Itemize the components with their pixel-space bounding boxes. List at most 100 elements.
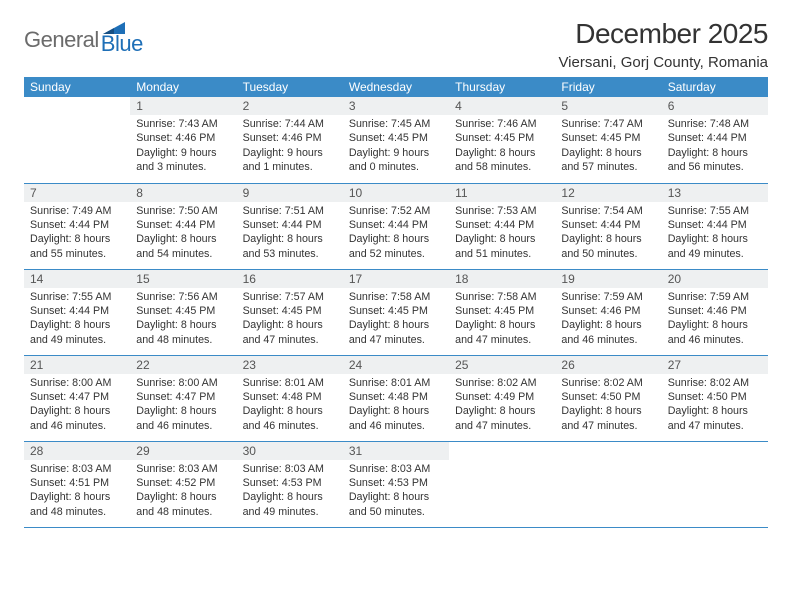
location: Viersani, Gorj County, Romania: [558, 54, 768, 71]
day-number: 16: [237, 270, 343, 288]
daylight-line: Daylight: 8 hours and 47 minutes.: [243, 318, 337, 347]
calendar-day-cell: 28Sunrise: 8:03 AMSunset: 4:51 PMDayligh…: [24, 441, 130, 527]
sunrise-line: Sunrise: 7:46 AM: [455, 117, 549, 131]
day-number: 27: [662, 356, 768, 374]
daylight-line: Daylight: 8 hours and 46 minutes.: [136, 404, 230, 433]
calendar-day-cell: 25Sunrise: 8:02 AMSunset: 4:49 PMDayligh…: [449, 355, 555, 441]
calendar-day-cell: 11Sunrise: 7:53 AMSunset: 4:44 PMDayligh…: [449, 183, 555, 269]
day-details: Sunrise: 7:53 AMSunset: 4:44 PMDaylight:…: [449, 202, 555, 266]
sunset-line: Sunset: 4:45 PM: [136, 304, 230, 318]
day-number: 2: [237, 97, 343, 115]
sunrise-line: Sunrise: 7:45 AM: [349, 117, 443, 131]
sunrise-line: Sunrise: 7:55 AM: [668, 204, 762, 218]
calendar-day-cell: [662, 441, 768, 527]
sunrise-line: Sunrise: 7:53 AM: [455, 204, 549, 218]
day-number: 6: [662, 97, 768, 115]
calendar-day-cell: 7Sunrise: 7:49 AMSunset: 4:44 PMDaylight…: [24, 183, 130, 269]
calendar-day-cell: 16Sunrise: 7:57 AMSunset: 4:45 PMDayligh…: [237, 269, 343, 355]
calendar-day-cell: 12Sunrise: 7:54 AMSunset: 4:44 PMDayligh…: [555, 183, 661, 269]
day-number: 15: [130, 270, 236, 288]
day-details: Sunrise: 7:59 AMSunset: 4:46 PMDaylight:…: [555, 288, 661, 352]
sunrise-line: Sunrise: 8:02 AM: [668, 376, 762, 390]
day-number: 9: [237, 184, 343, 202]
sunset-line: Sunset: 4:44 PM: [455, 218, 549, 232]
calendar-week-row: 28Sunrise: 8:03 AMSunset: 4:51 PMDayligh…: [24, 441, 768, 527]
day-number: 21: [24, 356, 130, 374]
day-details: Sunrise: 8:03 AMSunset: 4:53 PMDaylight:…: [237, 460, 343, 524]
sunset-line: Sunset: 4:46 PM: [668, 304, 762, 318]
day-number: 17: [343, 270, 449, 288]
calendar-head: SundayMondayTuesdayWednesdayThursdayFrid…: [24, 77, 768, 97]
day-details: Sunrise: 8:03 AMSunset: 4:53 PMDaylight:…: [343, 460, 449, 524]
day-details: Sunrise: 8:02 AMSunset: 4:50 PMDaylight:…: [555, 374, 661, 438]
day-details: Sunrise: 7:55 AMSunset: 4:44 PMDaylight:…: [662, 202, 768, 266]
day-number: 30: [237, 442, 343, 460]
day-number: [555, 442, 661, 460]
sunset-line: Sunset: 4:45 PM: [455, 131, 549, 145]
day-details: Sunrise: 7:58 AMSunset: 4:45 PMDaylight:…: [449, 288, 555, 352]
day-number: 11: [449, 184, 555, 202]
daylight-line: Daylight: 8 hours and 56 minutes.: [668, 146, 762, 175]
day-details: Sunrise: 7:56 AMSunset: 4:45 PMDaylight:…: [130, 288, 236, 352]
calendar-day-cell: 21Sunrise: 8:00 AMSunset: 4:47 PMDayligh…: [24, 355, 130, 441]
calendar-day-cell: 2Sunrise: 7:44 AMSunset: 4:46 PMDaylight…: [237, 97, 343, 183]
day-number: 12: [555, 184, 661, 202]
day-details: Sunrise: 7:44 AMSunset: 4:46 PMDaylight:…: [237, 115, 343, 179]
sunset-line: Sunset: 4:44 PM: [30, 218, 124, 232]
calendar-body: 1Sunrise: 7:43 AMSunset: 4:46 PMDaylight…: [24, 97, 768, 527]
calendar-day-cell: 3Sunrise: 7:45 AMSunset: 4:45 PMDaylight…: [343, 97, 449, 183]
daylight-line: Daylight: 8 hours and 48 minutes.: [136, 318, 230, 347]
calendar-day-cell: 17Sunrise: 7:58 AMSunset: 4:45 PMDayligh…: [343, 269, 449, 355]
day-details: Sunrise: 7:43 AMSunset: 4:46 PMDaylight:…: [130, 115, 236, 179]
day-details: Sunrise: 7:49 AMSunset: 4:44 PMDaylight:…: [24, 202, 130, 266]
weekday-header: Wednesday: [343, 77, 449, 97]
day-number: 7: [24, 184, 130, 202]
day-number: 18: [449, 270, 555, 288]
calendar-day-cell: 22Sunrise: 8:00 AMSunset: 4:47 PMDayligh…: [130, 355, 236, 441]
day-number: 8: [130, 184, 236, 202]
sunrise-line: Sunrise: 8:03 AM: [30, 462, 124, 476]
sunrise-line: Sunrise: 7:59 AM: [561, 290, 655, 304]
calendar-week-row: 7Sunrise: 7:49 AMSunset: 4:44 PMDaylight…: [24, 183, 768, 269]
weekday-header: Tuesday: [237, 77, 343, 97]
day-number: 25: [449, 356, 555, 374]
daylight-line: Daylight: 8 hours and 58 minutes.: [455, 146, 549, 175]
day-number: 4: [449, 97, 555, 115]
day-details: Sunrise: 7:57 AMSunset: 4:45 PMDaylight:…: [237, 288, 343, 352]
calendar-day-cell: 13Sunrise: 7:55 AMSunset: 4:44 PMDayligh…: [662, 183, 768, 269]
day-number: 29: [130, 442, 236, 460]
page: General Blue December 2025 Viersani, Gor…: [0, 0, 792, 538]
sunset-line: Sunset: 4:44 PM: [30, 304, 124, 318]
calendar-day-cell: 31Sunrise: 8:03 AMSunset: 4:53 PMDayligh…: [343, 441, 449, 527]
daylight-line: Daylight: 8 hours and 51 minutes.: [455, 232, 549, 261]
day-details: Sunrise: 7:55 AMSunset: 4:44 PMDaylight:…: [24, 288, 130, 352]
sunrise-line: Sunrise: 7:52 AM: [349, 204, 443, 218]
calendar-day-cell: 27Sunrise: 8:02 AMSunset: 4:50 PMDayligh…: [662, 355, 768, 441]
sunset-line: Sunset: 4:44 PM: [243, 218, 337, 232]
calendar-day-cell: 15Sunrise: 7:56 AMSunset: 4:45 PMDayligh…: [130, 269, 236, 355]
day-details: Sunrise: 7:48 AMSunset: 4:44 PMDaylight:…: [662, 115, 768, 179]
daylight-line: Daylight: 8 hours and 46 minutes.: [561, 318, 655, 347]
header-row: General Blue December 2025 Viersani, Gor…: [24, 18, 768, 71]
sunrise-line: Sunrise: 7:49 AM: [30, 204, 124, 218]
calendar-day-cell: 5Sunrise: 7:47 AMSunset: 4:45 PMDaylight…: [555, 97, 661, 183]
calendar-day-cell: 26Sunrise: 8:02 AMSunset: 4:50 PMDayligh…: [555, 355, 661, 441]
sunset-line: Sunset: 4:48 PM: [243, 390, 337, 404]
sunset-line: Sunset: 4:53 PM: [349, 476, 443, 490]
day-number: [662, 442, 768, 460]
day-number: 23: [237, 356, 343, 374]
daylight-line: Daylight: 8 hours and 48 minutes.: [136, 490, 230, 519]
sunset-line: Sunset: 4:46 PM: [136, 131, 230, 145]
daylight-line: Daylight: 8 hours and 50 minutes.: [349, 490, 443, 519]
day-details: Sunrise: 7:52 AMSunset: 4:44 PMDaylight:…: [343, 202, 449, 266]
sunrise-line: Sunrise: 7:48 AM: [668, 117, 762, 131]
daylight-line: Daylight: 8 hours and 47 minutes.: [561, 404, 655, 433]
sunrise-line: Sunrise: 7:58 AM: [349, 290, 443, 304]
sunset-line: Sunset: 4:46 PM: [561, 304, 655, 318]
weekday-header: Thursday: [449, 77, 555, 97]
sunset-line: Sunset: 4:46 PM: [243, 131, 337, 145]
day-number: 28: [24, 442, 130, 460]
weekday-row: SundayMondayTuesdayWednesdayThursdayFrid…: [24, 77, 768, 97]
calendar-day-cell: 9Sunrise: 7:51 AMSunset: 4:44 PMDaylight…: [237, 183, 343, 269]
sunrise-line: Sunrise: 8:03 AM: [349, 462, 443, 476]
